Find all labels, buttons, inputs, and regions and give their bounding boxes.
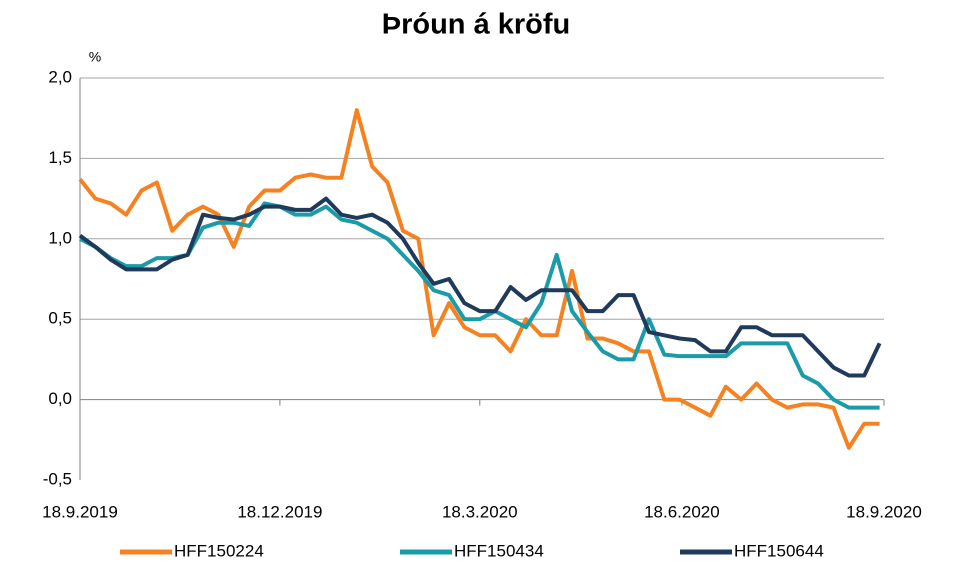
y-tick-label: 1,5 <box>48 148 72 167</box>
x-tick-label: 18.9.2019 <box>42 502 118 521</box>
series-line <box>78 108 880 450</box>
legend-label: HFF150434 <box>454 541 544 560</box>
x-tick-label: 18.12.2019 <box>237 502 322 521</box>
legend-label: HFF150644 <box>734 541 824 560</box>
x-tick-label: 18.3.2020 <box>442 502 518 521</box>
y-tick-label: 1,0 <box>48 228 72 247</box>
y-tick-label: 2,0 <box>48 67 72 86</box>
series-line <box>79 201 880 410</box>
x-tick-label: 18.9.2020 <box>846 502 922 521</box>
y-tick-label: 0,0 <box>48 389 72 408</box>
y-unit: % <box>89 49 101 65</box>
y-tick-label: 0,5 <box>48 309 72 328</box>
legend-label: HFF150224 <box>174 541 264 560</box>
y-tick-label: -0,5 <box>43 469 72 488</box>
x-tick-label: 18.6.2020 <box>644 502 720 521</box>
series-line <box>78 196 882 378</box>
chart-title: Þróun á kröfu <box>382 9 571 41</box>
